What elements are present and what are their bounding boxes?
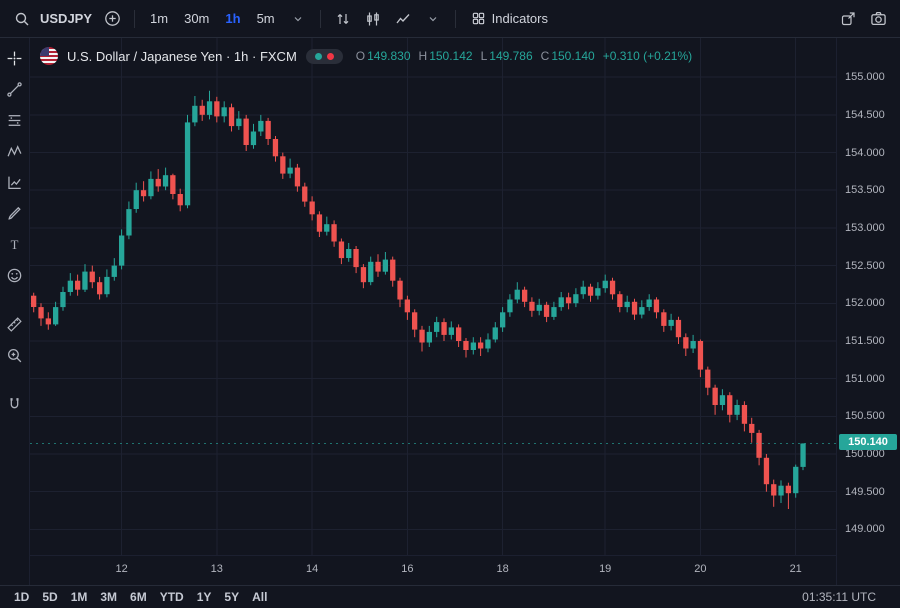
- price-axis-label: 151.000: [845, 373, 885, 385]
- range-6m-button[interactable]: 6M: [124, 588, 153, 606]
- price-axis-label: 153.000: [845, 222, 885, 234]
- range-1y-button[interactable]: 1Y: [191, 588, 218, 606]
- high-value: H 150.142: [418, 49, 473, 63]
- change-value: +0.310 (+0.21%): [602, 49, 693, 63]
- price-axis-label: 152.000: [845, 297, 885, 309]
- range-3m-button[interactable]: 3M: [94, 588, 123, 606]
- utc-clock[interactable]: 01:35:11 UTC: [802, 590, 876, 604]
- time-axis-label: 12: [115, 563, 128, 575]
- style-menu-chevron-icon[interactable]: [419, 5, 447, 33]
- chart-column: U.S. Dollar / Japanese Yen · 1h · FXCM O…: [30, 38, 836, 585]
- price-axis-label: 149.000: [845, 523, 885, 535]
- emoji-icon[interactable]: [3, 263, 27, 287]
- range-all-button[interactable]: All: [246, 588, 273, 606]
- indicators-label: Indicators: [491, 11, 548, 26]
- fib-retracement-icon[interactable]: [3, 108, 27, 132]
- time-axis-label: 13: [210, 563, 223, 575]
- interval-menu-chevron-icon[interactable]: [284, 5, 312, 33]
- camera-icon[interactable]: [864, 5, 892, 33]
- brush-icon[interactable]: [3, 201, 27, 225]
- range-1d-button[interactable]: 1D: [8, 588, 35, 606]
- time-axis[interactable]: 12 13 14 16 18 19 20 21: [30, 555, 836, 585]
- ohlc-readout: O 149.830 H 150.142 L 149.786 C 150.140 +0.3…: [356, 49, 692, 63]
- chart-workspace: T U.S. Dollar / Japanese Yen · 1h · FXCM: [0, 38, 900, 585]
- us-flag-icon: [40, 47, 58, 65]
- range-5d-button[interactable]: 5D: [36, 588, 63, 606]
- candlestick-chart[interactable]: [30, 38, 836, 555]
- symbol-search-icon[interactable]: [8, 5, 36, 33]
- time-axis-label: 14: [305, 563, 319, 575]
- range-1m-button[interactable]: 1M: [65, 588, 94, 606]
- time-axis-label: 19: [599, 563, 612, 575]
- drawing-toolbar: T: [0, 38, 30, 585]
- last-price-badge: 150.140: [839, 434, 897, 450]
- time-axis-label: 18: [496, 563, 509, 575]
- open-value: O 149.830: [355, 49, 411, 63]
- visibility-pill[interactable]: [305, 48, 343, 64]
- price-axis-label: 155.000: [845, 71, 885, 83]
- range-ytd-button[interactable]: YTD: [154, 588, 190, 606]
- indicators-button[interactable]: Indicators: [464, 6, 555, 32]
- trend-line-icon[interactable]: [3, 77, 27, 101]
- red-dot-icon: [326, 52, 334, 60]
- line-style-icon[interactable]: [389, 5, 417, 33]
- price-axis-label: 154.500: [845, 109, 885, 121]
- zoom-in-icon[interactable]: [3, 343, 27, 367]
- pattern-icon[interactable]: [3, 139, 27, 163]
- price-axis-label: 152.500: [845, 260, 885, 272]
- candlestick-style-icon[interactable]: [359, 5, 387, 33]
- forecast-icon[interactable]: [3, 170, 27, 194]
- svg-text:T: T: [11, 237, 19, 251]
- interval-5m-button[interactable]: 5m: [250, 6, 282, 32]
- range-5y-button[interactable]: 5Y: [218, 588, 245, 606]
- price-axis[interactable]: 150.140 155.000 154.500 154.000 153.500 153.…: [836, 38, 900, 585]
- indicators-icon: [471, 11, 486, 26]
- green-dot-icon: [314, 52, 322, 60]
- symbol-button[interactable]: USDJPY: [38, 6, 96, 32]
- close-value: C 150.140: [540, 49, 595, 63]
- interval-adjust-icon[interactable]: [329, 5, 357, 33]
- text-icon[interactable]: T: [3, 232, 27, 256]
- bottom-toolbar: 1D 5D 1M 3M 6M YTD 1Y 5Y All 01:35:11 UT…: [0, 585, 900, 608]
- toolbar-separator: [134, 9, 136, 28]
- measure-icon[interactable]: [3, 312, 27, 336]
- share-icon[interactable]: [834, 5, 862, 33]
- top-toolbar: USDJPY 1m 30m 1h 5m Indicators: [0, 0, 900, 38]
- time-axis-label: 20: [694, 563, 707, 575]
- price-axis-label: 153.500: [845, 184, 885, 196]
- price-axis-label: 150.500: [845, 410, 885, 422]
- price-axis-label: 150.000: [845, 448, 885, 460]
- toolbar-separator: [454, 9, 456, 28]
- symbol-header: U.S. Dollar / Japanese Yen · 1h · FXCM O…: [40, 47, 692, 65]
- interval-1m-button[interactable]: 1m: [143, 6, 175, 32]
- interval-1h-button[interactable]: 1h: [218, 6, 247, 32]
- symbol-title[interactable]: U.S. Dollar / Japanese Yen · 1h · FXCM: [67, 48, 297, 64]
- interval-30m-button[interactable]: 30m: [177, 6, 216, 32]
- toolbar-separator: [319, 9, 321, 28]
- magnet-icon[interactable]: [3, 392, 27, 416]
- compare-add-icon[interactable]: [98, 5, 126, 33]
- low-value: L 149.786: [480, 49, 533, 63]
- price-axis-label: 149.500: [845, 486, 885, 498]
- crosshair-icon[interactable]: [3, 46, 27, 70]
- chart-plot[interactable]: U.S. Dollar / Japanese Yen · 1h · FXCM O…: [30, 38, 836, 555]
- time-axis-label: 16: [401, 563, 414, 575]
- price-axis-label: 151.500: [845, 335, 885, 347]
- time-axis-label: 21: [789, 563, 802, 575]
- price-axis-label: 154.000: [845, 147, 885, 159]
